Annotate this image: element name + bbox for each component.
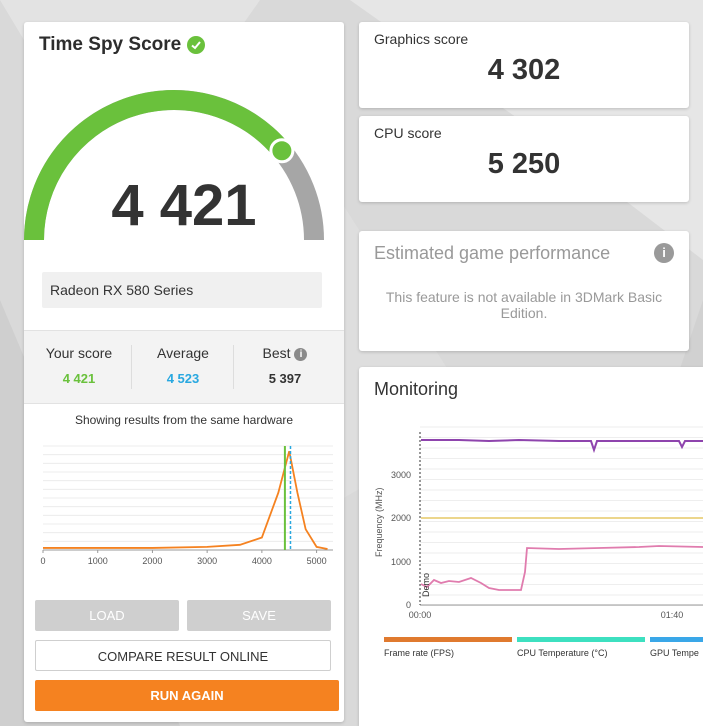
cpu-score-value: 5 250 bbox=[487, 148, 561, 180]
x-tick-label: 3000 bbox=[197, 556, 217, 566]
score-gauge bbox=[24, 90, 324, 241]
score-panel: Time Spy Score 4 421 Radeon RX 580 Serie… bbox=[24, 22, 344, 722]
legend-cpu-temp[interactable]: CPU Temperature (°C) bbox=[517, 648, 608, 658]
average-label: Average bbox=[157, 345, 209, 361]
your-score-label: Your score bbox=[45, 345, 113, 361]
cpu-score-card: CPU score 5 250 bbox=[359, 116, 689, 202]
y-tick-label: 3000 bbox=[391, 470, 411, 480]
x-tick-label: 0 bbox=[40, 556, 45, 566]
estimated-message: This feature is not available in 3DMark … bbox=[385, 289, 663, 321]
panel-title: Time Spy Score bbox=[39, 34, 206, 56]
x-tick-start: 00:00 bbox=[409, 610, 432, 620]
y-tick-label: 0 bbox=[406, 600, 411, 610]
y-axis-label: Frequency (MHz) bbox=[374, 487, 384, 557]
x-tick-label: 4000 bbox=[252, 556, 272, 566]
best-label-row: Best i bbox=[235, 345, 335, 361]
legend-gpu-temp[interactable]: GPU Tempe bbox=[650, 648, 699, 658]
best-label: Best bbox=[262, 345, 291, 361]
distribution-curve bbox=[43, 450, 328, 550]
overall-score: 4 421 bbox=[111, 173, 257, 238]
average-value: 4 523 bbox=[166, 371, 200, 386]
legend-swatch-gpu-temp bbox=[650, 637, 703, 642]
graphics-score-card: Graphics score 4 302 bbox=[359, 22, 689, 108]
demo-marker-label: Demo bbox=[421, 573, 431, 597]
hardware-note: Showing results from the same hardware bbox=[74, 413, 294, 427]
best-stat: Best i 5 397 bbox=[235, 345, 335, 386]
your-score-stat: Your score 4 421 bbox=[29, 345, 129, 386]
title-text: Time Spy Score bbox=[39, 34, 182, 55]
x-tick-label: 5000 bbox=[307, 556, 327, 566]
cpu-score-label: CPU score bbox=[374, 125, 442, 141]
score-comparison: Your score 4 421 Average 4 523 Best i 5 … bbox=[24, 330, 344, 404]
y-tick-label: 1000 bbox=[391, 557, 411, 567]
estimated-game-performance-card: Estimated game performance i This featur… bbox=[359, 231, 689, 351]
check-icon bbox=[187, 36, 206, 54]
estimated-title: Estimated game performance bbox=[374, 243, 611, 263]
monitoring-card: Monitoring 0 1000 2000 3000 Frequency (MHz)… bbox=[359, 367, 703, 726]
gauge-knob bbox=[269, 138, 295, 164]
gpu-temp-line bbox=[420, 545, 703, 591]
your-score-value: 4 421 bbox=[62, 371, 96, 386]
divider bbox=[233, 345, 234, 389]
load-button[interactable]: LOAD bbox=[35, 600, 179, 631]
gpu-name: Radeon RX 580 Series bbox=[42, 272, 322, 308]
info-icon[interactable]: i bbox=[294, 347, 308, 361]
graphics-score-label: Graphics score bbox=[374, 31, 469, 47]
monitoring-chart: 0 1000 2000 3000 Frequency (MHz) Demo 00:00… bbox=[374, 426, 703, 620]
graphics-score-value: 4 302 bbox=[487, 54, 561, 86]
info-icon[interactable]: i bbox=[654, 243, 674, 263]
x-tick-label: 1000 bbox=[88, 556, 108, 566]
legend-fps[interactable]: Frame rate (FPS) bbox=[384, 648, 455, 658]
legend-swatch-cpu-temp bbox=[517, 637, 645, 642]
monitoring-title: Monitoring bbox=[374, 379, 459, 399]
legend-swatch-fps bbox=[384, 637, 512, 642]
best-value: 5 397 bbox=[268, 371, 302, 386]
score-distribution-chart: 0 1000 2000 3000 4000 5000 bbox=[40, 445, 333, 566]
compare-online-button[interactable]: COMPARE RESULT ONLINE bbox=[35, 640, 331, 671]
run-again-button[interactable]: RUN AGAIN bbox=[35, 680, 339, 711]
x-tick-label: 2000 bbox=[142, 556, 162, 566]
y-tick-label: 2000 bbox=[391, 513, 411, 523]
gpu-clock-line bbox=[421, 438, 703, 454]
save-button[interactable]: SAVE bbox=[187, 600, 331, 631]
divider bbox=[131, 345, 132, 389]
x-tick-mid: 01:40 bbox=[661, 610, 684, 620]
average-stat: Average 4 523 bbox=[133, 345, 233, 386]
